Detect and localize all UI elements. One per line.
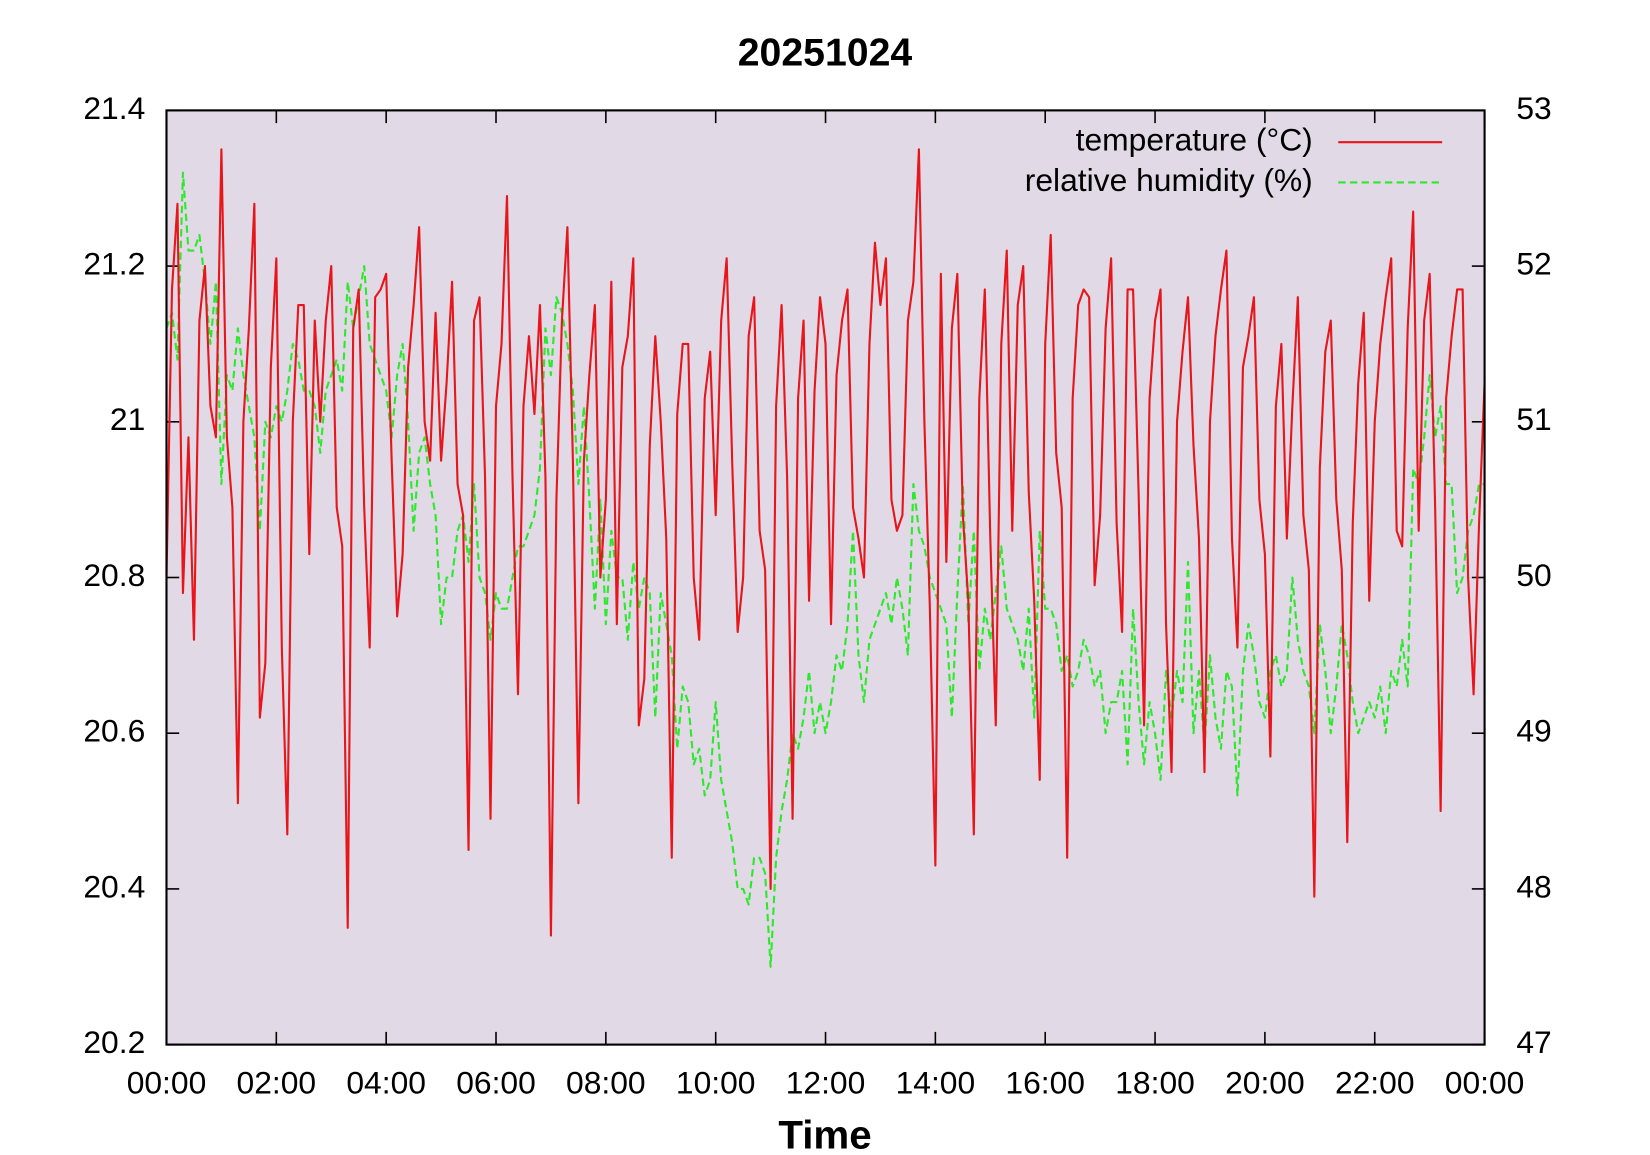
series-group xyxy=(166,148,1485,968)
x-tick-label: 18:00 xyxy=(1115,1064,1195,1100)
plot-area xyxy=(166,110,1485,1045)
data-line xyxy=(166,148,1485,937)
data-line xyxy=(166,171,1485,968)
x-tick-label: 00:00 xyxy=(1445,1064,1525,1100)
x-axis-label: Time xyxy=(778,1113,871,1155)
y-tick-label: 20.2 xyxy=(83,1024,145,1060)
y-tick-label: 20.4 xyxy=(83,868,145,904)
x-tick-label: 10:00 xyxy=(676,1064,756,1100)
x-tick-label: 00:00 xyxy=(127,1064,207,1100)
y2-tick-label: 47 xyxy=(1516,1024,1551,1060)
x-tick-label: 04:00 xyxy=(346,1064,426,1100)
x-tick-label: 02:00 xyxy=(237,1064,317,1100)
y2-tick-label: 51 xyxy=(1516,401,1551,437)
x-tick-label: 16:00 xyxy=(1005,1064,1085,1100)
x-tick-label: 12:00 xyxy=(786,1064,866,1100)
y2-tick-label: 48 xyxy=(1516,868,1551,904)
y-tick-label: 21.4 xyxy=(83,90,145,126)
x-tick-label: 22:00 xyxy=(1335,1064,1415,1100)
legend-label: relative humidity (%) xyxy=(1025,162,1313,198)
y-tick-label: 21.2 xyxy=(83,245,145,281)
y-tick-label: 20.6 xyxy=(83,713,145,749)
y2-tick-label: 53 xyxy=(1516,90,1551,126)
y2-tick-label: 50 xyxy=(1516,557,1551,593)
y-tick-label: 21 xyxy=(110,401,145,437)
y2-tick-label: 52 xyxy=(1516,245,1551,281)
legend-label: temperature (°C) xyxy=(1076,122,1313,158)
plot-frame xyxy=(165,109,1486,1046)
y-tick-label: 20.8 xyxy=(83,557,145,593)
x-tick-label: 14:00 xyxy=(896,1064,976,1100)
x-tick-label: 20:00 xyxy=(1225,1064,1305,1100)
chart-title: 20251024 xyxy=(738,31,913,75)
x-tick-label: 08:00 xyxy=(566,1064,646,1100)
y2-tick-label: 49 xyxy=(1516,713,1551,749)
x-tick-label: 06:00 xyxy=(456,1064,536,1100)
